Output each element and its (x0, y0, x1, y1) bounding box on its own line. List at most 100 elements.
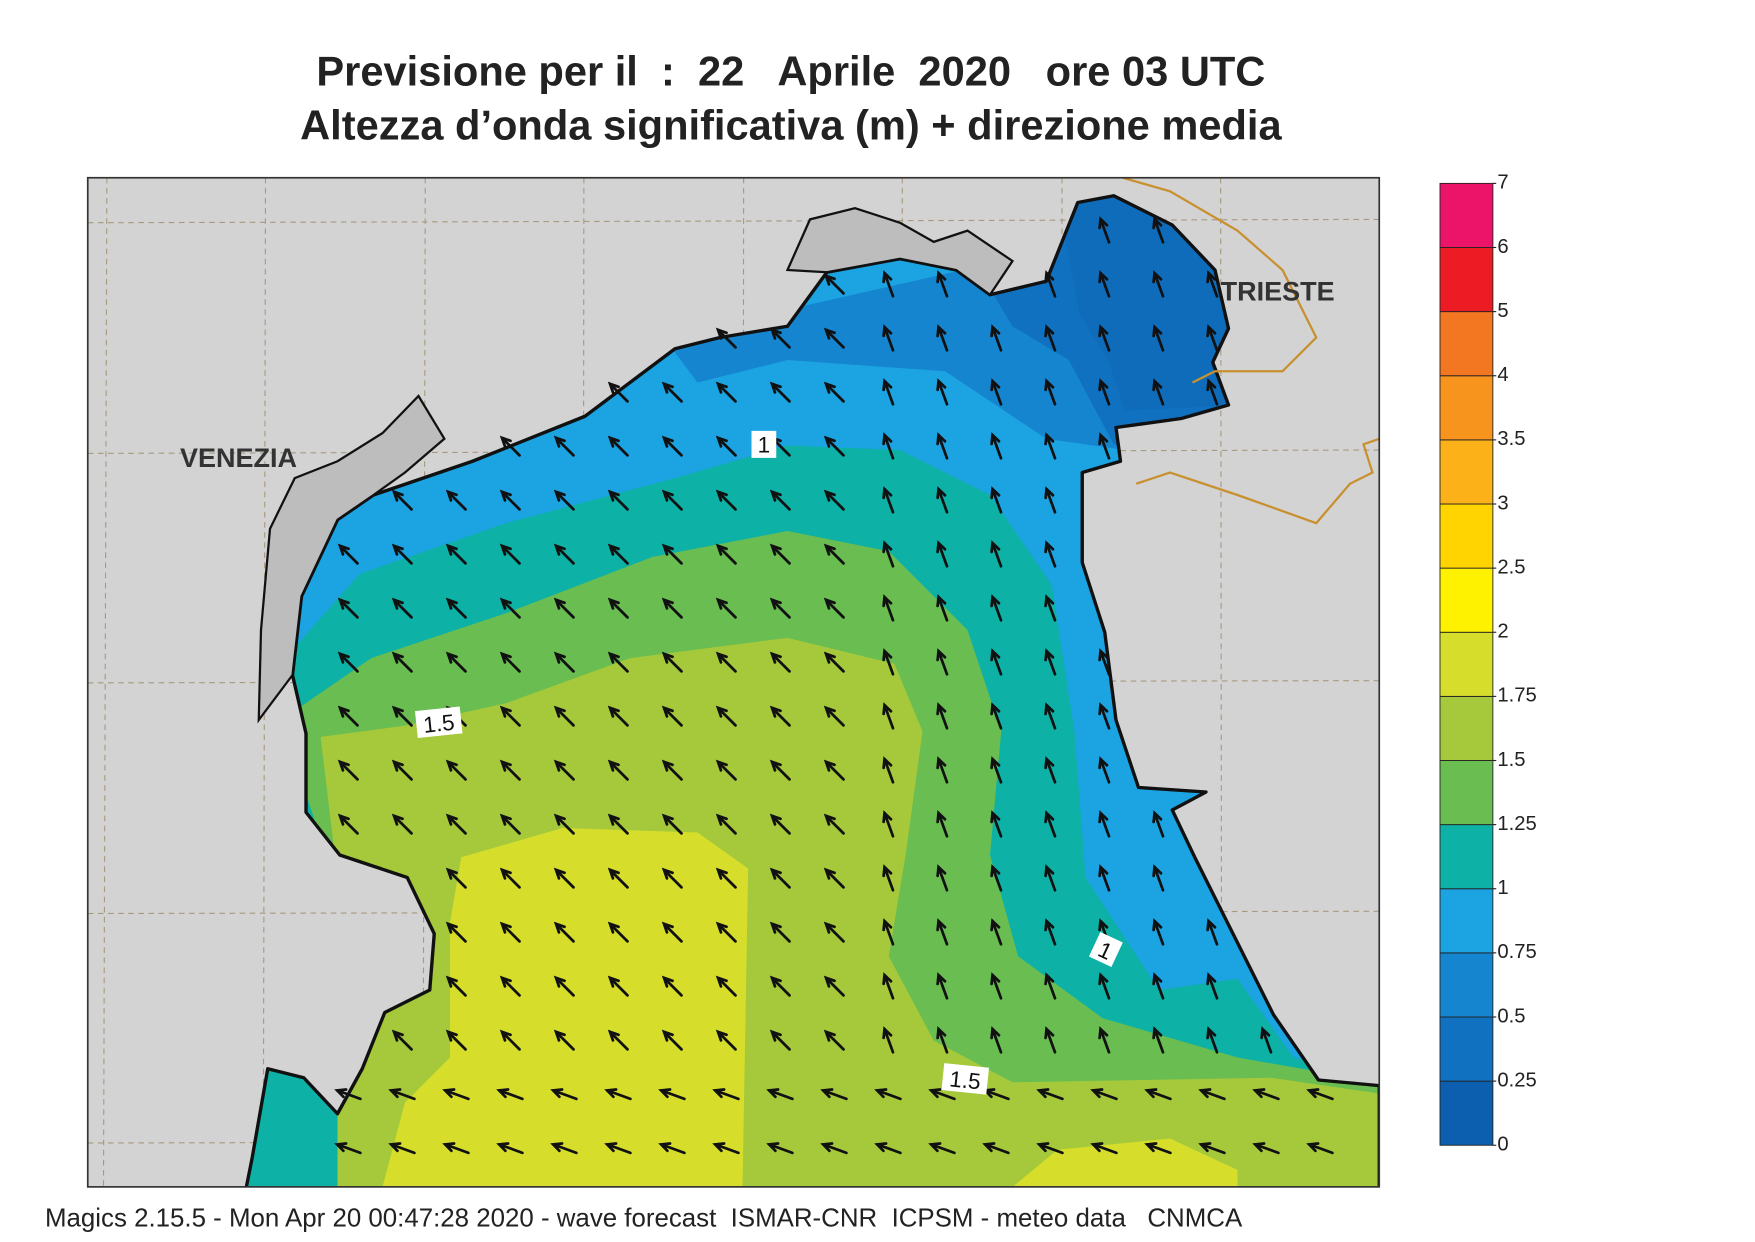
arrow (553, 1029, 575, 1051)
arrow (990, 540, 1003, 568)
arrow (1206, 378, 1219, 406)
arrow (1152, 972, 1165, 1000)
arrow (1098, 216, 1111, 244)
arrow (661, 435, 683, 457)
colorbar-tick-label: 1.25 (1497, 813, 1536, 835)
arrow (334, 1088, 362, 1101)
arrow (1252, 1088, 1280, 1101)
arrow (1036, 1142, 1064, 1155)
arrow (445, 489, 467, 511)
colorbar-tick-label: 2.5 (1497, 556, 1525, 578)
label-box (414, 706, 463, 739)
arrow (496, 1142, 524, 1155)
arrow (550, 1088, 578, 1101)
arrow (1044, 1026, 1057, 1054)
arrow (820, 1142, 848, 1155)
arrow (769, 381, 791, 403)
arrow (1152, 810, 1165, 838)
arrow (499, 489, 521, 511)
arrow (882, 540, 895, 568)
arrow (445, 543, 467, 565)
label-box (1088, 932, 1123, 967)
arrow (769, 975, 791, 997)
arrow (499, 651, 521, 673)
arrow (1044, 702, 1057, 730)
arrow (607, 1029, 629, 1051)
title-line-1: Previsione per il : 22 Aprile 2020 ore 0… (316, 48, 1265, 95)
arrow (661, 921, 683, 943)
arrow (445, 921, 467, 943)
arrow (388, 1088, 416, 1101)
arrow (1098, 270, 1111, 298)
arrow (715, 1029, 737, 1051)
arrow (936, 270, 949, 298)
arrow (553, 975, 575, 997)
arrow (769, 867, 791, 889)
arrow (499, 759, 521, 781)
arrow (499, 1029, 521, 1051)
zone-175-2 (382, 828, 749, 1187)
arrow (391, 759, 413, 781)
arrow (337, 597, 359, 619)
arrow (553, 489, 575, 511)
arrow (882, 1026, 895, 1054)
arrow (1044, 648, 1057, 676)
arrow (607, 597, 629, 619)
arrow (1206, 324, 1219, 352)
arrow (874, 1088, 902, 1101)
arrow (990, 918, 1003, 946)
arrow (823, 543, 845, 565)
arrow (769, 489, 791, 511)
arrow (1044, 486, 1057, 514)
arrow (1044, 540, 1057, 568)
colorbar-tick-label: 0.25 (1497, 1069, 1536, 1091)
arrow (769, 921, 791, 943)
arrow (1260, 1026, 1273, 1054)
colorbar-tick-label: 3 (1497, 492, 1508, 514)
arrow (1098, 378, 1111, 406)
arrow (1044, 972, 1057, 1000)
arrow (661, 867, 683, 889)
arrow (553, 435, 575, 457)
colorbar-band (1439, 375, 1494, 441)
arrow (337, 543, 359, 565)
arrow (661, 543, 683, 565)
colorbar-band (1439, 503, 1494, 569)
arrow (1152, 378, 1165, 406)
arrow (936, 594, 949, 622)
map: VENEZIA TRIESTE 1 1.5 1 1.5 (87, 177, 1380, 1187)
arrow (990, 324, 1003, 352)
label-box (751, 430, 777, 458)
arrow (445, 597, 467, 619)
arrow (661, 489, 683, 511)
arrow (658, 1142, 686, 1155)
arrow (882, 378, 895, 406)
arrow (1152, 270, 1165, 298)
coastline (244, 194, 1380, 1187)
arrow (715, 705, 737, 727)
arrow (769, 759, 791, 781)
arrow (607, 867, 629, 889)
arrow (607, 435, 629, 457)
arrow (391, 543, 413, 565)
arrow (607, 651, 629, 673)
arrow (661, 1029, 683, 1051)
colorbar: 0 0.25 0.5 0.75 1 1.25 1.5 1.75 2 2.5 3 3.5 4 5 6 7 (1439, 172, 1537, 1156)
arrow (445, 867, 467, 889)
arrow (882, 702, 895, 730)
colorbar-band (1439, 631, 1494, 697)
arrow (607, 975, 629, 997)
arrow (769, 705, 791, 727)
colorbar-band (1439, 1080, 1494, 1146)
label-box (941, 1063, 990, 1095)
arrow (874, 1142, 902, 1155)
arrow (769, 651, 791, 673)
arrow (1152, 1026, 1165, 1054)
arrow (553, 813, 575, 835)
arrow (553, 759, 575, 781)
arrow (607, 381, 629, 403)
arrow (990, 972, 1003, 1000)
colorbar-band (1439, 439, 1494, 505)
arrow (990, 756, 1003, 784)
arrow (445, 759, 467, 781)
